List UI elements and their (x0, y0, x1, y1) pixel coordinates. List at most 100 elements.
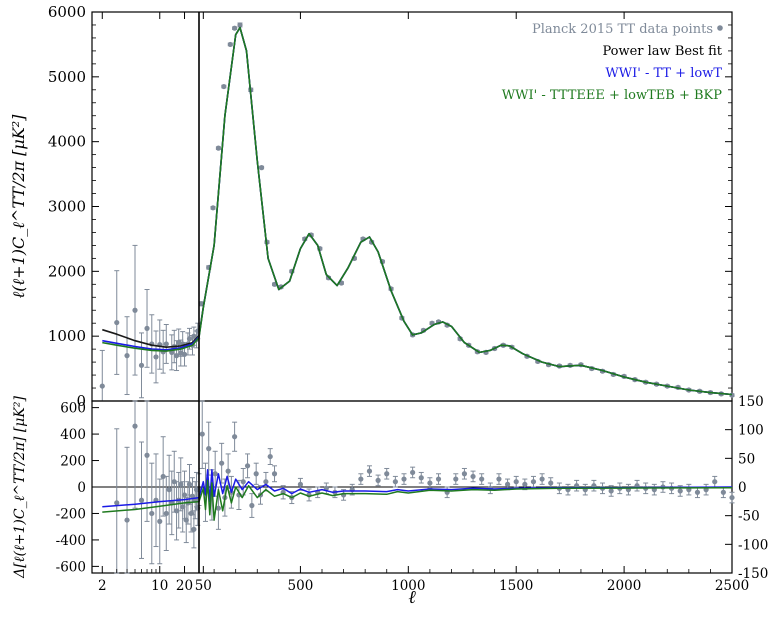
bottom-data-point (470, 473, 476, 480)
bottom-data-point (206, 446, 212, 452)
top-data-point (153, 354, 159, 360)
bottom-data-point (157, 518, 163, 525)
top-data-point (181, 351, 188, 357)
legend-power-law-label: Power law Best fit (602, 44, 722, 59)
bottom-data-point (297, 481, 304, 487)
top-y-tick-label: 5000 (48, 68, 86, 86)
bottom-y-tick-label: 600 (60, 401, 86, 417)
bottom-data-point (232, 434, 238, 440)
top-data-point (176, 340, 182, 346)
legend-planck-data-label: Planck 2015 TT data points (532, 22, 713, 37)
x-tick-label: 1000 (391, 578, 425, 594)
top-data-point (99, 383, 105, 389)
top-data-point (729, 392, 735, 398)
top-data-point (124, 353, 130, 359)
bottom-data-point (219, 460, 225, 466)
top-y-tick-label: 3000 (48, 198, 86, 216)
bottom-data-point (244, 463, 251, 469)
x-tick-label: 500 (288, 578, 314, 594)
bottom-data-point (530, 479, 537, 485)
bottom-y-axis-label: Δ[ℓ(ℓ+1)C_ℓ^TT/2π] [μK²] (12, 396, 28, 579)
top-y-tick-label: 6000 (48, 3, 86, 21)
bottom-data-point (384, 471, 390, 477)
bottom-curve-wwi-ttteee (102, 479, 733, 521)
top-data-point (221, 83, 227, 90)
bottom-data-point (453, 476, 459, 482)
bottom-data-point (677, 488, 683, 494)
legend-wwi-tt-label: WWI' - TT + lowT (605, 66, 722, 81)
bottom-data-point (144, 452, 150, 458)
top-panel: 0 1000 2000 3000 4000 5000 6000 ℓ(ℓ+1)C_ℓ^TT/2π… (9, 3, 735, 410)
bottom-data-point (240, 479, 246, 485)
x-tick-label: 2 (98, 578, 107, 594)
x-tick-label: 50 (195, 578, 212, 594)
top-y-tick-label: 0 (76, 392, 86, 410)
bottom-data-point (392, 479, 398, 485)
top-data-point (198, 301, 204, 307)
bottom-y-tick-label: -600 (56, 559, 86, 575)
bottom-data-point (504, 481, 511, 487)
bottom-curve-wwi-tt (102, 469, 733, 508)
bottom-data-point (548, 480, 554, 486)
bottom-y-right-tick-label: -150 (738, 566, 768, 582)
bottom-data-point (163, 510, 169, 517)
bottom-y-tick-label: -200 (56, 506, 86, 522)
bottom-data-point (186, 481, 193, 487)
bottom-data-point (712, 479, 718, 485)
x-tick-label: 20 (176, 578, 193, 594)
top-data-point (186, 336, 193, 342)
bottom-data-point (461, 471, 468, 477)
top-y-tick-label: 2000 (48, 262, 86, 280)
legend: Planck 2015 TT data points Power law Best… (502, 22, 723, 103)
bottom-data-point (212, 471, 218, 477)
bottom-data-point (181, 492, 188, 498)
bottom-y-tick-label: 400 (60, 427, 86, 443)
bottom-data-point (160, 473, 166, 480)
bottom-data-point (496, 476, 502, 482)
bottom-data-point (132, 423, 138, 429)
top-curve-wwi-ttteee (102, 26, 733, 396)
bottom-y-tick-label: 0 (77, 480, 86, 496)
bottom-data-point (189, 493, 196, 499)
top-y-tick-label: 4000 (48, 133, 86, 151)
top-y-tick-label: 1000 (48, 327, 86, 345)
top-data-point (237, 22, 243, 28)
bottom-data-point (173, 508, 180, 514)
bottom-data-point (180, 504, 186, 510)
bottom-data-point (401, 476, 407, 482)
top-data-point (163, 341, 169, 347)
bottom-data-point (166, 487, 172, 493)
bottom-data-point (410, 469, 416, 476)
bottom-data-point (225, 468, 231, 474)
axis-labels: ℓ (408, 587, 416, 608)
bottom-data-point (418, 475, 424, 481)
top-data-point (232, 25, 238, 31)
bottom-data-point (199, 431, 205, 437)
bottom-y-right-tick-label: 150 (738, 394, 764, 410)
legend-wwi-ttteee-label: WWI' - TTTEEE + lowTEB + BKP (502, 88, 722, 103)
x-tick-label: 2500 (715, 578, 749, 594)
bottom-data-point (608, 488, 614, 494)
top-data-point (215, 145, 222, 151)
bottom-data-point (427, 480, 433, 486)
bottom-data-point (522, 481, 528, 487)
top-data-point (144, 325, 150, 331)
bottom-data-point (729, 494, 735, 501)
bottom-data-point (479, 476, 485, 482)
bottom-data-point (263, 479, 269, 485)
top-data-point (227, 41, 233, 48)
x-tick-label: 2000 (607, 578, 641, 594)
bottom-data-point (513, 479, 519, 485)
bottom-data-point (267, 453, 273, 460)
bottom-y-tick-label: 200 (60, 454, 86, 470)
bottom-data-point (358, 476, 364, 482)
bottom-data-point (435, 476, 442, 482)
legend-planck-data-marker (717, 25, 723, 31)
top-y-axis-label: ℓ(ℓ+1)C_ℓ^TT/2π [μK²] (9, 114, 28, 299)
bottom-y-tick-label: -400 (56, 533, 86, 549)
top-data-point (114, 319, 120, 326)
bottom-data-point (114, 500, 120, 506)
bottom-data-point (215, 505, 222, 511)
x-tick-label: 1500 (499, 578, 533, 594)
